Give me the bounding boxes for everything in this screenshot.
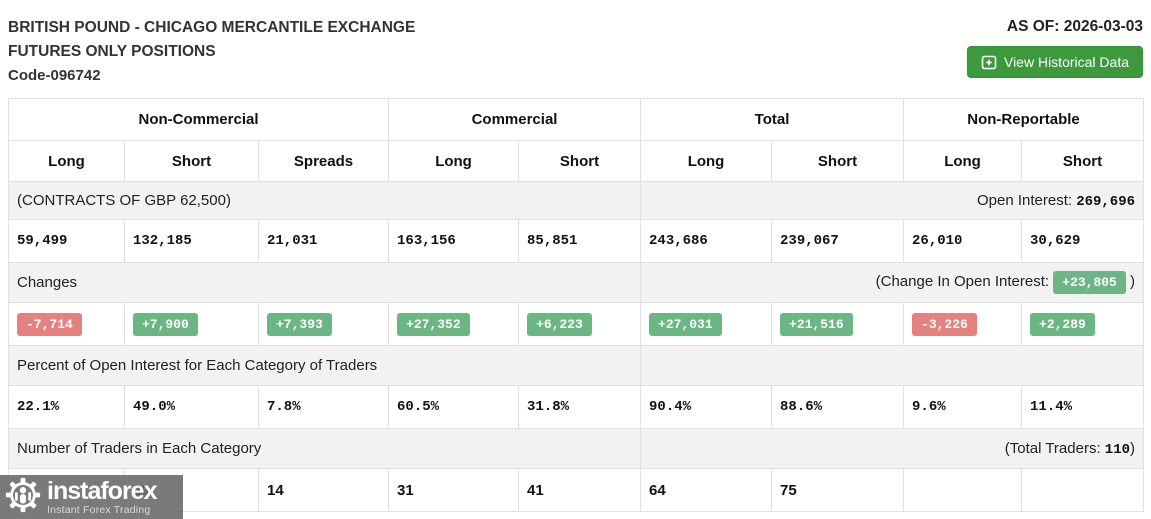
traders-label: Number of Traders in Each Category [7, 428, 642, 469]
position-cell: 239,067 [771, 219, 905, 263]
change-cell: +27,031 [640, 302, 773, 346]
position-cell: 243,686 [640, 219, 773, 263]
percent-cell: 90.4% [640, 385, 773, 429]
traders-cell [903, 468, 1023, 512]
change-badge: -3,226 [912, 312, 977, 336]
percent-cell: 22.1% [8, 385, 125, 429]
traders-cell [1021, 468, 1145, 512]
percent-header-spacer [640, 345, 1145, 386]
col-nonrep-long: Long [903, 140, 1023, 182]
position-cell: 26,010 [903, 219, 1023, 263]
traders-cell: 31 [388, 468, 520, 512]
total-traders-value: 110 [1104, 441, 1131, 458]
watermark-text: instaforex Instant Forex Trading [47, 476, 157, 516]
change-badge: +27,352 [397, 312, 470, 336]
report-code: Code-096742 [8, 67, 101, 84]
instaforex-watermark: instaforex Instant Forex Trading [0, 475, 183, 519]
column-header-row: Long Short Spreads Long Short Long Short… [8, 140, 1145, 182]
col-noncomm-short: Short [124, 140, 259, 182]
col-nonrep-short: Short [1021, 140, 1145, 182]
cot-positions-table: Non-Commercial Commercial Total Non-Repo… [7, 98, 1145, 512]
contracts-open-interest-row: (CONTRACTS OF GBP 62,500) Open Interest:… [7, 181, 1145, 220]
col-total-short: Short [771, 140, 905, 182]
change-badge: +21,516 [780, 312, 853, 336]
change-oi-prefix: (Change In Open Interest: [875, 273, 1054, 290]
percent-cell: 9.6% [903, 385, 1023, 429]
change-cell: +27,352 [388, 302, 520, 346]
open-interest-label: Open Interest: [976, 191, 1077, 209]
position-cell: 85,851 [518, 219, 642, 263]
total-traders-prefix: (Total Traders: [1004, 439, 1105, 457]
change-badge: +7,900 [133, 312, 198, 336]
percent-cell: 7.8% [257, 385, 390, 429]
position-cell: 59,499 [8, 219, 125, 263]
col-comm-short: Short [518, 140, 642, 182]
traders-cell: 75 [771, 468, 905, 512]
traders-cell: 64 [640, 468, 773, 512]
percent-cell: 49.0% [124, 385, 259, 429]
change-badge: -7,714 [17, 312, 82, 336]
contracts-label: (CONTRACTS OF GBP 62,500) [7, 181, 642, 220]
change-badge: +6,223 [527, 312, 592, 336]
position-cell: 21,031 [257, 219, 390, 263]
position-cell: 30,629 [1021, 219, 1145, 263]
changes-label: Changes [7, 262, 642, 303]
as-of-date: AS OF: 2026-03-03 [1006, 18, 1143, 35]
changes-header-row: Changes (Change In Open Interest: +23,80… [7, 262, 1145, 303]
change-cell: +7,900 [124, 302, 259, 346]
report-title-line1: BRITISH POUND - CHICAGO MERCANTILE EXCHA… [8, 19, 416, 36]
group-non-commercial: Non-Commercial [7, 98, 390, 141]
col-comm-long: Long [388, 140, 520, 182]
header-right: AS OF: 2026-03-03 View Historical Data [966, 16, 1143, 78]
change-cell: +7,393 [257, 302, 390, 346]
change-cell: -3,226 [903, 302, 1023, 346]
change-oi-suffix: ) [1125, 273, 1136, 290]
changes-row: -7,714 +7,900 +7,393 +27,352 +6,223 +27,… [8, 302, 1145, 346]
report-title-line2: FUTURES ONLY POSITIONS [8, 43, 216, 60]
open-interest-value: 269,696 [1076, 193, 1136, 210]
change-oi-badge: +23,805 [1053, 271, 1126, 294]
view-historical-data-label: View Historical Data [1003, 54, 1129, 70]
percent-cell: 31.8% [518, 385, 642, 429]
group-header-row: Non-Commercial Commercial Total Non-Repo… [7, 98, 1145, 141]
change-open-interest-cell: (Change In Open Interest: +23,805 ) [640, 262, 1145, 303]
col-noncomm-long: Long [8, 140, 125, 182]
change-cell: +2,289 [1021, 302, 1145, 346]
percent-header-row: Percent of Open Interest for Each Catego… [7, 345, 1145, 386]
percent-cell: 88.6% [771, 385, 905, 429]
position-cell: 132,185 [124, 219, 259, 263]
page-header: BRITISH POUND - CHICAGO MERCANTILE EXCHA… [0, 0, 1151, 98]
watermark-brand: instaforex [47, 476, 157, 505]
change-cell: -7,714 [8, 302, 125, 346]
positions-row: 59,499 132,185 21,031 163,156 85,851 243… [8, 219, 1145, 263]
open-interest-cell: Open Interest: 269,696 [640, 181, 1145, 220]
watermark-tagline: Instant Forex Trading [47, 503, 151, 516]
group-commercial: Commercial [388, 98, 642, 141]
traders-cell: 14 [257, 468, 390, 512]
traders-header-row: Number of Traders in Each Category (Tota… [7, 428, 1145, 469]
position-cell: 163,156 [388, 219, 520, 263]
percents-row: 22.1% 49.0% 7.8% 60.5% 31.8% 90.4% 88.6%… [8, 385, 1145, 429]
col-noncomm-spreads: Spreads [257, 140, 390, 182]
change-cell: +21,516 [771, 302, 905, 346]
total-traders-cell: (Total Traders: 110) [640, 428, 1145, 469]
instaforex-gear-logo-icon [4, 476, 42, 519]
traders-cell: 41 [518, 468, 642, 512]
percent-cell: 60.5% [388, 385, 520, 429]
change-badge: +2,289 [1030, 312, 1095, 336]
percent-cell: 11.4% [1021, 385, 1145, 429]
calendar-plus-icon [981, 54, 997, 70]
view-historical-data-button[interactable]: View Historical Data [966, 46, 1143, 78]
change-badge: +27,031 [649, 312, 722, 336]
total-traders-suffix: ) [1130, 439, 1136, 457]
group-non-reportable: Non-Reportable [903, 98, 1145, 141]
change-cell: +6,223 [518, 302, 642, 346]
col-total-long: Long [640, 140, 773, 182]
group-total: Total [640, 98, 905, 141]
percent-label: Percent of Open Interest for Each Catego… [7, 345, 642, 386]
report-titles: BRITISH POUND - CHICAGO MERCANTILE EXCHA… [8, 16, 415, 88]
change-badge: +7,393 [267, 312, 332, 336]
